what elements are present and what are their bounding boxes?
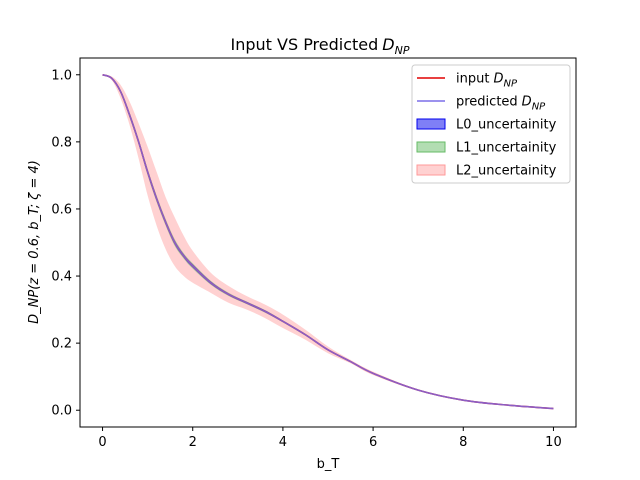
legend-patch-swatch [416, 141, 446, 153]
legend-patch-swatch [416, 164, 446, 176]
x-tick-label: 0 [98, 435, 106, 450]
legend-label: L1_uncertainity [456, 141, 557, 156]
y-tick-label: 1.0 [51, 68, 72, 83]
y-tick-label: 0.8 [51, 135, 72, 150]
legend-label: L0_uncertainity [456, 118, 557, 133]
legend-patch-swatch [416, 118, 446, 130]
series-lines [102, 73, 554, 410]
x-axis: 0 2 4 6 8 10 [98, 427, 562, 450]
y-axis-label: D_NP(z = 0.6, b_T; ζ = 4) [27, 160, 42, 324]
y-tick-label: 0.6 [51, 202, 72, 217]
x-tick-label: 10 [545, 435, 562, 450]
x-axis-label: b_T [317, 457, 340, 472]
x-tick-label: 2 [189, 435, 197, 450]
y-tick-label: 0.0 [51, 404, 72, 419]
plot-frame [79, 57, 577, 428]
legend-box [411, 64, 571, 184]
y-axis-label-group: D_NP(z = 0.6, b_T; ζ = 4) [27, 160, 42, 324]
y-tick-label: 0.2 [51, 337, 72, 352]
x-tick-label: 6 [369, 435, 377, 450]
legend: input DNP predicted DNP L0_uncertainity L1_un… [411, 64, 571, 184]
legend-label: predicted DNP [456, 95, 546, 113]
y-axis: 0.0 0.2 0.4 0.6 0.8 1.0 [51, 68, 80, 419]
x-tick-label: 8 [459, 435, 467, 450]
legend-label: input DNP [456, 72, 518, 90]
series-line-predicted [102, 73, 554, 410]
legend-label: L2_uncertainity [456, 164, 557, 179]
y-tick-label: 0.4 [51, 270, 72, 285]
x-tick-label: 4 [279, 435, 287, 450]
chart-title: Input VS Predicted DNP [230, 35, 409, 57]
